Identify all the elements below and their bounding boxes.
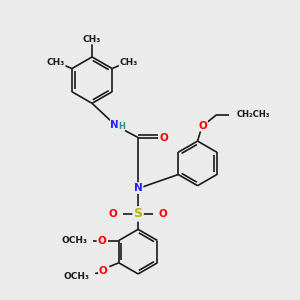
Text: O: O xyxy=(159,133,168,142)
Text: CH₃: CH₃ xyxy=(83,34,101,43)
Text: OCH₃: OCH₃ xyxy=(61,236,88,245)
Text: S: S xyxy=(134,207,142,220)
Text: O: O xyxy=(109,209,117,219)
Text: O: O xyxy=(99,266,108,276)
Text: CH₃: CH₃ xyxy=(120,58,138,67)
Text: N: N xyxy=(134,183,142,193)
Text: CH₂CH₃: CH₂CH₃ xyxy=(237,110,270,119)
Text: O: O xyxy=(98,236,106,245)
Text: CH₃: CH₃ xyxy=(46,58,65,67)
Text: OCH₃: OCH₃ xyxy=(64,272,90,281)
Text: N: N xyxy=(110,120,119,130)
Text: O: O xyxy=(159,209,168,219)
Text: H: H xyxy=(118,122,125,131)
Text: O: O xyxy=(198,121,207,130)
